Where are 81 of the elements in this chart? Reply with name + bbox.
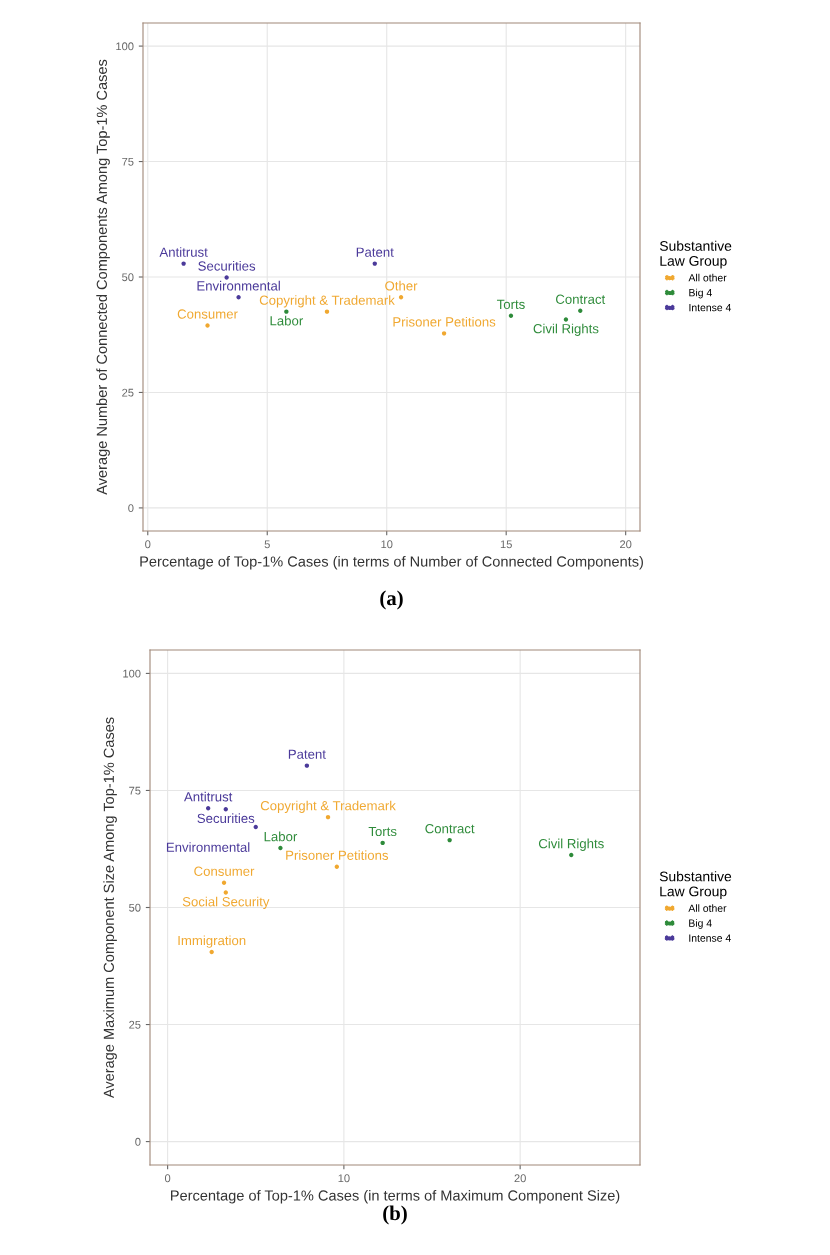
data-label: Securities	[198, 261, 256, 271]
legend-label: Big 4	[689, 919, 712, 929]
x-tick-label: 15	[500, 540, 512, 549]
point	[578, 308, 583, 313]
point	[224, 275, 229, 280]
data-label: Torts	[496, 299, 525, 310]
point	[325, 814, 331, 820]
data-label: Immigration	[178, 935, 246, 948]
x-tick-label: 0	[164, 1174, 171, 1183]
y-tick-label: 75	[129, 786, 141, 795]
point	[284, 309, 289, 314]
y-tick-label: 25	[122, 388, 134, 397]
data-label: Copyright & Trademark	[260, 800, 396, 813]
point	[569, 852, 574, 858]
data-label: Social Security	[182, 896, 270, 909]
legend-title: Substantive Law Group	[659, 871, 732, 900]
data-label: Environmental	[166, 842, 250, 852]
point	[324, 309, 330, 314]
point	[278, 845, 283, 851]
point	[304, 763, 310, 768]
point	[253, 824, 258, 830]
data-label: Other	[385, 280, 418, 291]
point	[205, 806, 211, 811]
point	[221, 880, 227, 885]
data-label: Copyright & Trademark	[259, 295, 395, 308]
point	[334, 864, 340, 869]
data-label: Securities	[197, 813, 255, 824]
x-tick-label: 20	[514, 1174, 526, 1183]
y-tick-label: 100	[123, 669, 141, 678]
data-label: Contract	[425, 823, 475, 834]
point	[447, 837, 452, 843]
legend-label: Intense 4	[689, 304, 732, 312]
data-label: Antitrust	[183, 791, 233, 802]
x-tick-label: 10	[338, 1174, 350, 1183]
y-axis-title: Average Number of Connected Components Among Top-1% Cases	[96, 59, 110, 495]
data-label: Patent	[288, 749, 326, 759]
point	[441, 331, 447, 336]
y-tick-label: 75	[122, 157, 134, 166]
legend-label: Big 4	[689, 288, 712, 299]
y-tick-label: 50	[129, 903, 141, 912]
data-label: Patent	[356, 247, 394, 257]
data-label: Torts	[368, 826, 397, 837]
data-label: Consumer	[194, 866, 255, 876]
x-tick-label: 5	[264, 540, 270, 549]
legend-label: All other	[688, 273, 727, 282]
point	[508, 313, 514, 318]
x-axis-title: Percentage of Top-1% Cases (in terms of Maximum Component Size)	[171, 1189, 620, 1204]
point	[209, 949, 214, 955]
data-label: Antitrust	[159, 247, 208, 257]
y-tick-label: 0	[128, 504, 134, 513]
point	[223, 890, 228, 895]
x-tick-label: 20	[620, 540, 632, 549]
point	[380, 840, 385, 846]
legend-label: Intense 4	[689, 934, 731, 942]
data-label: Environmental	[197, 280, 280, 291]
data-label: Consumer	[177, 309, 238, 319]
y-axis-title: Average Maximum Component Size Among Top-1% Cases	[103, 717, 117, 1099]
data-label: Prisoner Petitions	[286, 850, 389, 860]
y-tick-label: 50	[122, 273, 134, 282]
legend-label: All other	[688, 904, 727, 912]
y-tick-label: 25	[129, 1020, 141, 1029]
point	[223, 806, 228, 812]
x-tick-label: 10	[381, 540, 393, 549]
text: (b)	[383, 1205, 407, 1225]
data-label: Contract	[556, 294, 606, 304]
legend-title: Substantive Law Group	[659, 240, 732, 269]
data-label: Labor	[264, 831, 298, 842]
x-tick-label: 0	[145, 540, 151, 549]
data-label: Civil Rights	[533, 323, 599, 336]
y-tick-label: 100	[116, 42, 134, 51]
point	[563, 317, 569, 322]
data-label: Civil Rights	[538, 838, 604, 851]
data-label: Labor	[270, 315, 304, 326]
point	[398, 295, 404, 300]
point	[236, 295, 241, 300]
data-label: Prisoner Petitions	[393, 316, 496, 327]
x-axis-title: Percentage of Top-1% Cases (in terms of Number of Connected Components)	[140, 555, 643, 570]
text: (a)	[380, 590, 403, 610]
point	[372, 261, 377, 266]
y-tick-label: 0	[135, 1137, 141, 1146]
point	[181, 261, 186, 266]
